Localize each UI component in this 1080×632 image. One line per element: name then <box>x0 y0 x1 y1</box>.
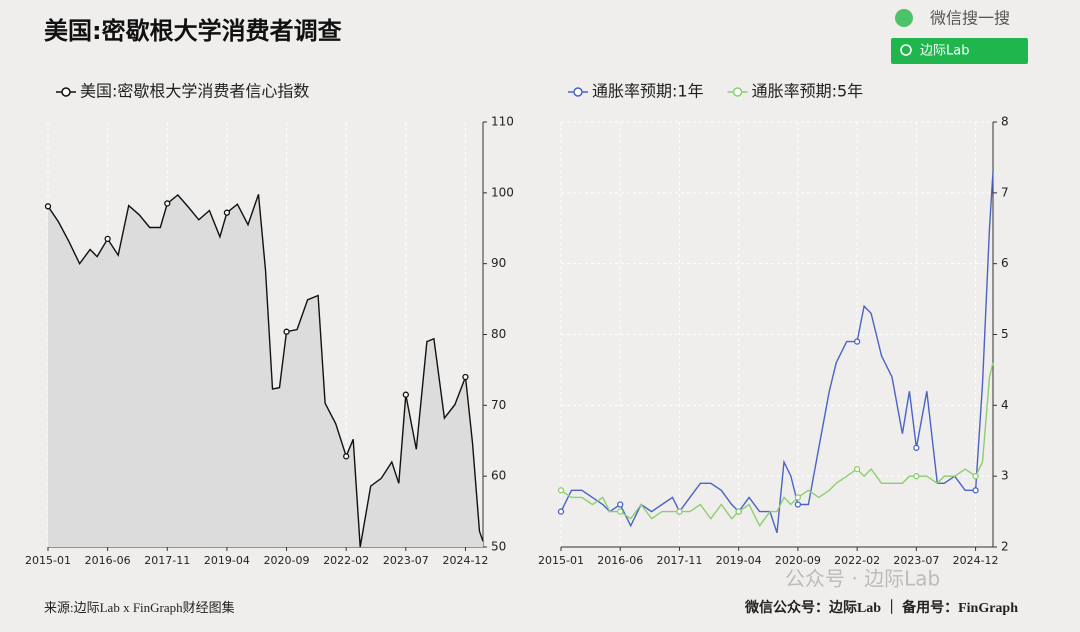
point <box>557 487 565 494</box>
y-tick-label: 80 <box>491 327 506 341</box>
y-tick-label: 8 <box>1001 115 1009 129</box>
x-tick-label: 2024-12 <box>442 554 488 567</box>
line <box>560 171 994 534</box>
point <box>557 508 565 515</box>
point <box>343 453 350 460</box>
point <box>794 494 802 501</box>
x-tick-label: 2022-02 <box>323 554 369 567</box>
source: 来源:边际Lab x FinGraph财经图集 <box>44 600 235 615</box>
y-tick-label: 60 <box>491 469 506 483</box>
x-tick-label: 2024-12 <box>953 554 999 567</box>
x-tick-label: 2023-07 <box>383 554 429 567</box>
point <box>913 444 920 451</box>
x-tick-label: 2023-07 <box>893 554 939 567</box>
y-tick-label: 3 <box>1001 469 1009 483</box>
y-tick-label: 6 <box>1001 256 1009 270</box>
legend-marker <box>732 87 743 97</box>
point <box>853 338 861 345</box>
y-tick-label: 50 <box>491 540 506 554</box>
y-tick-label: 4 <box>1001 398 1009 412</box>
x-tick-label: 2017-11 <box>656 554 702 567</box>
y-tick-label: 2 <box>1001 540 1009 554</box>
x-tick-label: 2016-06 <box>597 554 643 567</box>
legend-label: 通胀率预期:5年 <box>752 82 864 101</box>
legend-marker <box>573 87 583 97</box>
x-tick-label: 2019-04 <box>716 554 762 567</box>
y-tick-label: 5 <box>1001 327 1009 341</box>
y-tick-label: 70 <box>491 398 506 412</box>
legend-label: 通胀率预期:1年 <box>592 82 704 101</box>
x-tick-label: 2015-01 <box>25 554 71 567</box>
legend-label: 美国:密歇根大学消费者信心指数 <box>80 82 309 101</box>
point <box>617 501 624 508</box>
search-button[interactable] <box>891 38 1028 64</box>
point <box>617 508 624 515</box>
line <box>47 194 484 548</box>
title: 美国:密歇根大学消费者调查 <box>44 17 342 45</box>
button-label[interactable]: 边际Lab <box>920 44 969 59</box>
y-tick-label: 100 <box>491 185 514 199</box>
point <box>972 487 979 494</box>
area <box>48 194 483 548</box>
x-tick-label: 2017-11 <box>144 554 190 567</box>
point <box>972 473 979 480</box>
y-tick-label: 90 <box>491 256 506 270</box>
x-tick-label: 2020-09 <box>775 554 821 567</box>
y-tick-label: 110 <box>491 115 514 129</box>
line <box>560 362 994 528</box>
point <box>735 508 742 515</box>
wechat-icon <box>895 9 913 27</box>
point <box>164 200 171 207</box>
search-icon <box>900 44 912 56</box>
point <box>104 235 111 243</box>
x-tick-label: 2019-04 <box>204 554 250 567</box>
point <box>794 501 802 508</box>
x-tick-label: 2015-01 <box>538 554 584 567</box>
point <box>44 203 52 210</box>
point <box>283 328 290 335</box>
credit: 微信公众号：边际Lab ｜ 备用号：FinGraph <box>744 599 1018 616</box>
x-tick-label: 2016-06 <box>85 554 131 567</box>
point <box>853 465 861 473</box>
y-tick-label: 7 <box>1001 185 1009 199</box>
x-tick-label: 2020-09 <box>264 554 310 567</box>
point <box>462 373 469 381</box>
point <box>402 391 409 398</box>
point <box>676 508 683 515</box>
watermark: 公众号 · 边际Lab <box>785 567 940 591</box>
point <box>223 209 231 216</box>
point <box>913 473 920 480</box>
x-tick-label: 2022-02 <box>834 554 880 567</box>
search-label: 微信搜一搜 <box>930 9 1010 28</box>
legend-marker <box>61 87 71 97</box>
